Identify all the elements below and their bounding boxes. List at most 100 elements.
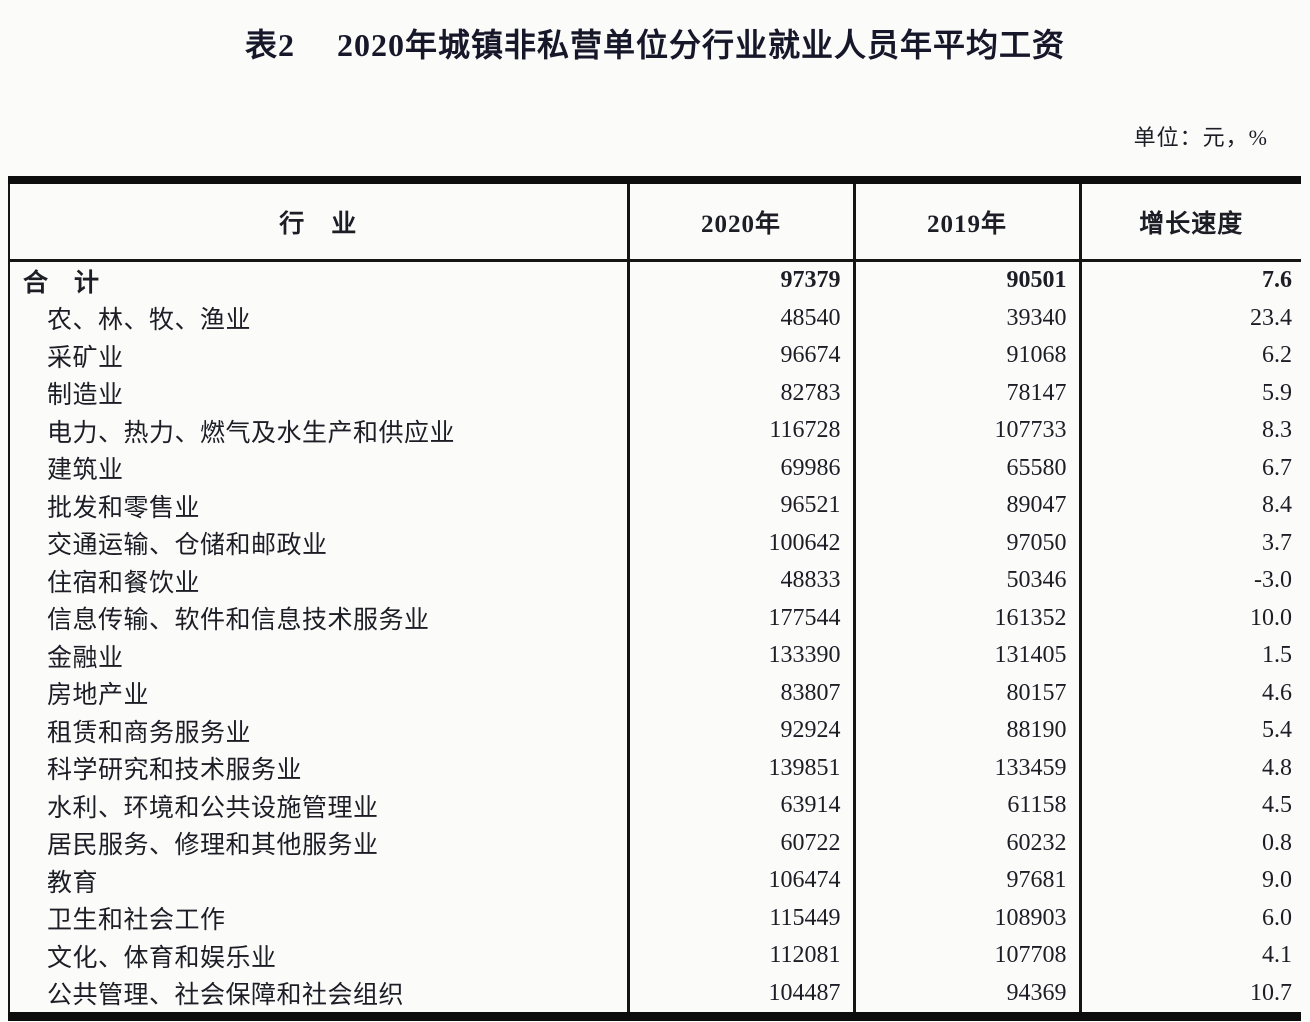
table-row: 文化、体育和娱乐业 112081 107708 4.1 (9, 937, 1301, 975)
growth-rate-cell: 7.6 (1078, 260, 1301, 300)
table-row: 房地产业 83807 80157 4.6 (9, 674, 1301, 712)
growth-rate-cell: 5.4 (1078, 712, 1301, 750)
table-row: 电力、热力、燃气及水生产和供应业 116728 107733 8.3 (9, 412, 1301, 450)
growth-rate-cell: 10.7 (1078, 974, 1301, 1017)
growth-rate-cell: 6.0 (1078, 899, 1301, 937)
value-2019-cell: 97681 (852, 862, 1080, 900)
value-2020-cell: 116728 (626, 412, 854, 450)
growth-rate-cell: 10.0 (1078, 599, 1301, 637)
value-2019-cell: 90501 (852, 260, 1080, 300)
value-2019-cell: 39340 (852, 299, 1080, 337)
industry-cell: 卫生和社会工作 (47, 907, 226, 935)
industry-cell: 租赁和商务服务业 (47, 719, 252, 747)
value-2019-cell: 89047 (852, 487, 1080, 525)
table-row: 交通运输、仓储和邮政业 100642 97050 3.7 (9, 524, 1301, 562)
value-2019-cell: 107733 (852, 412, 1080, 450)
industry-cell: 建筑业 (47, 457, 124, 485)
value-2020-cell: 48833 (626, 562, 854, 600)
value-2020-cell: 97379 (626, 260, 854, 300)
value-2019-cell: 91068 (852, 337, 1080, 375)
growth-rate-cell: 4.6 (1078, 674, 1301, 712)
value-2020-cell: 177544 (626, 599, 854, 637)
growth-rate-cell: -3.0 (1078, 562, 1301, 600)
value-2020-cell: 48540 (626, 299, 854, 337)
growth-rate-cell: 4.8 (1078, 749, 1301, 787)
value-2020-cell: 139851 (626, 749, 854, 787)
table-row: 采矿业 96674 91068 6.2 (9, 337, 1301, 375)
value-2020-cell: 92924 (626, 712, 854, 750)
unit-note: 单位：元，% (1133, 125, 1268, 150)
wage-table: 行 业 2020年 2019年 增长速度 合 计 97379 90501 7.6… (8, 176, 1301, 1021)
industry-cell: 居民服务、修理和其他服务业 (47, 832, 379, 860)
value-2019-cell: 60232 (852, 824, 1080, 862)
growth-rate-cell: 3.7 (1078, 524, 1301, 562)
header-row: 行 业 2020年 2019年 增长速度 (9, 180, 1301, 262)
value-2019-cell: 80157 (852, 674, 1080, 712)
table-row: 公共管理、社会保障和社会组织 104487 94369 10.7 (9, 974, 1301, 1017)
value-2020-cell: 96521 (626, 487, 854, 525)
value-2020-cell: 104487 (626, 974, 854, 1017)
industry-cell: 电力、热力、燃气及水生产和供应业 (47, 419, 456, 447)
table-row: 卫生和社会工作 115449 108903 6.0 (9, 899, 1301, 937)
value-2020-cell: 96674 (626, 337, 854, 375)
industry-cell: 住宿和餐饮业 (47, 569, 201, 597)
table-body: 合 计 97379 90501 7.6 农、林、牧、渔业 48540 39340… (9, 260, 1301, 1017)
table-row: 建筑业 69986 65580 6.7 (9, 449, 1301, 487)
table-row: 制造业 82783 78147 5.9 (9, 374, 1301, 412)
industry-cell: 科学研究和技术服务业 (47, 757, 303, 785)
industry-cell: 采矿业 (47, 344, 124, 372)
industry-cell: 农、林、牧、渔业 (47, 307, 252, 335)
industry-cell: 合 计 (23, 269, 100, 297)
table-row: 农、林、牧、渔业 48540 39340 23.4 (9, 299, 1301, 337)
col-header-2019: 2019年 (852, 180, 1080, 262)
value-2020-cell: 133390 (626, 637, 854, 675)
table-row: 居民服务、修理和其他服务业 60722 60232 0.8 (9, 824, 1301, 862)
value-2019-cell: 65580 (852, 449, 1080, 487)
growth-rate-cell: 4.1 (1078, 937, 1301, 975)
industry-cell: 房地产业 (47, 682, 150, 710)
value-2020-cell: 63914 (626, 787, 854, 825)
growth-rate-cell: 9.0 (1078, 862, 1301, 900)
value-2019-cell: 97050 (852, 524, 1080, 562)
industry-cell: 制造业 (47, 382, 124, 410)
table-row: 合 计 97379 90501 7.6 (9, 260, 1301, 300)
page-title: 表2 2020年城镇非私营单位分行业就业人员年平均工资 (244, 27, 1065, 63)
industry-cell: 信息传输、软件和信息技术服务业 (47, 607, 430, 635)
growth-rate-cell: 8.4 (1078, 487, 1301, 525)
table-row: 信息传输、软件和信息技术服务业 177544 161352 10.0 (9, 599, 1301, 637)
value-2020-cell: 115449 (626, 899, 854, 937)
value-2019-cell: 161352 (852, 599, 1080, 637)
table-row: 水利、环境和公共设施管理业 63914 61158 4.5 (9, 787, 1301, 825)
industry-cell: 水利、环境和公共设施管理业 (47, 794, 379, 822)
industry-cell: 金融业 (47, 644, 124, 672)
growth-rate-cell: 4.5 (1078, 787, 1301, 825)
table-row: 租赁和商务服务业 92924 88190 5.4 (9, 712, 1301, 750)
value-2019-cell: 133459 (852, 749, 1080, 787)
growth-rate-cell: 6.2 (1078, 337, 1301, 375)
table-row: 金融业 133390 131405 1.5 (9, 637, 1301, 675)
value-2020-cell: 83807 (626, 674, 854, 712)
col-header-growth: 增长速度 (1078, 180, 1301, 262)
value-2019-cell: 88190 (852, 712, 1080, 750)
industry-cell: 批发和零售业 (47, 494, 201, 522)
value-2020-cell: 60722 (626, 824, 854, 862)
value-2019-cell: 107708 (852, 937, 1080, 975)
value-2020-cell: 106474 (626, 862, 854, 900)
industry-cell: 教育 (47, 869, 99, 897)
growth-rate-cell: 23.4 (1078, 299, 1301, 337)
industry-cell: 交通运输、仓储和邮政业 (47, 532, 328, 560)
table-row: 科学研究和技术服务业 139851 133459 4.8 (9, 749, 1301, 787)
value-2019-cell: 94369 (852, 974, 1080, 1017)
col-header-2020: 2020年 (626, 180, 854, 262)
value-2020-cell: 112081 (626, 937, 854, 975)
growth-rate-cell: 6.7 (1078, 449, 1301, 487)
table-row: 住宿和餐饮业 48833 50346 -3.0 (9, 562, 1301, 600)
growth-rate-cell: 5.9 (1078, 374, 1301, 412)
industry-cell: 公共管理、社会保障和社会组织 (47, 982, 405, 1010)
value-2019-cell: 50346 (852, 562, 1080, 600)
growth-rate-cell: 1.5 (1078, 637, 1301, 675)
value-2020-cell: 100642 (626, 524, 854, 562)
value-2019-cell: 131405 (852, 637, 1080, 675)
table-row: 教育 106474 97681 9.0 (9, 862, 1301, 900)
value-2020-cell: 69986 (626, 449, 854, 487)
